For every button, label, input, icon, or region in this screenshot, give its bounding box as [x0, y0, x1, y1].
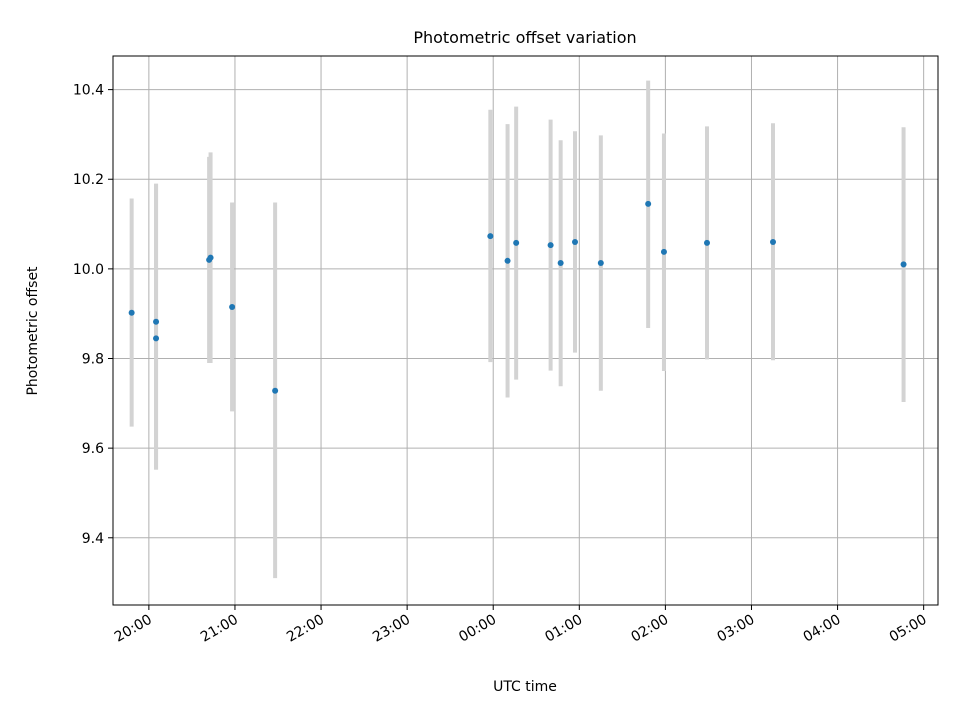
data-point	[597, 260, 604, 267]
x-tick-label: 21:00	[198, 612, 241, 646]
data-point	[645, 200, 652, 207]
x-tick-label: 02:00	[628, 612, 671, 646]
x-tick-label: 05:00	[887, 612, 930, 646]
x-tick-label: 20:00	[112, 612, 155, 646]
data-point	[504, 257, 511, 264]
data-point	[660, 248, 667, 255]
data-point	[513, 239, 520, 246]
x-axis-label: UTC time	[493, 679, 557, 695]
data-point	[153, 318, 160, 325]
data-point	[572, 238, 578, 245]
data-point	[207, 254, 214, 261]
x-tick-label: 22:00	[284, 612, 327, 646]
chart-title: Photometric offset variation	[413, 28, 636, 47]
x-tick-label: 23:00	[370, 612, 413, 646]
plot-frame	[112, 55, 939, 606]
x-tick-label: 04:00	[801, 612, 844, 646]
data-point	[547, 242, 554, 249]
y-tick-label: 10.2	[73, 172, 104, 188]
x-tick-label: 00:00	[456, 612, 499, 646]
data-point	[153, 335, 160, 342]
y-tick-label: 9.6	[82, 441, 104, 457]
y-tick-label: 10.0	[73, 262, 104, 278]
x-tick-label: 03:00	[715, 612, 758, 646]
data-point	[272, 387, 279, 394]
y-tick-label: 9.4	[82, 531, 104, 547]
data-point	[229, 303, 236, 310]
x-tick-label: 01:00	[542, 612, 585, 646]
data-point	[900, 261, 907, 268]
data-point	[770, 238, 776, 245]
y-tick-label: 10.4	[73, 83, 104, 99]
grid	[113, 56, 938, 605]
y-tick-label: 9.8	[82, 352, 104, 368]
error-bars	[129, 80, 906, 579]
data-point	[128, 309, 135, 316]
data-point	[704, 239, 710, 246]
data-points	[128, 200, 907, 394]
data-point	[487, 233, 494, 240]
axis-ticks: 20:00 21:00 22:00 23:00 00:00 01:00 02:00 03:00…	[73, 83, 930, 646]
data-point	[557, 260, 564, 267]
y-axis-label: Photometric offset	[25, 266, 41, 396]
